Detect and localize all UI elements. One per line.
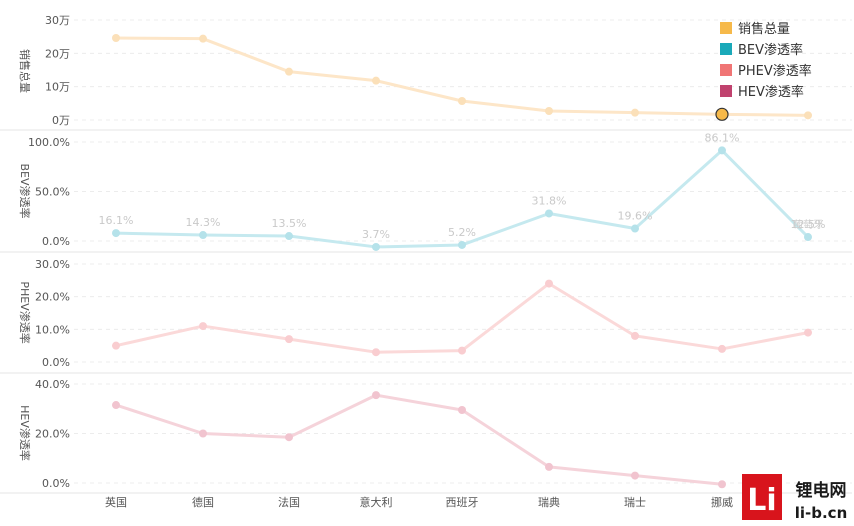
y-tick-label: 30.0% — [35, 258, 70, 271]
x-tick-label: 西班牙 — [446, 496, 479, 509]
data-point[interactable] — [372, 348, 380, 357]
watermark-logo-box — [742, 474, 782, 520]
legend-swatch — [720, 22, 732, 34]
data-point[interactable] — [112, 34, 120, 42]
data-label: 16.1% — [99, 214, 134, 227]
y-tick-label: 100.0% — [28, 136, 70, 149]
data-point[interactable] — [631, 331, 639, 340]
chart-panels: 30万 20万 10万 0万 销售总量 100.0% 50.0% 0.0% BEV渗透率 16.1… — [0, 14, 852, 494]
y-tick-label: 20.0% — [35, 291, 70, 304]
data-point[interactable] — [631, 224, 639, 233]
data-point[interactable] — [285, 335, 293, 344]
data-point[interactable] — [112, 341, 120, 350]
watermark-logo: Li 锂电网 li-b.cn — [742, 474, 847, 522]
legend-swatch — [720, 85, 732, 97]
y-axis-label: BEV渗透率 — [18, 163, 32, 218]
data-point[interactable] — [285, 232, 293, 241]
watermark-name: 锂电网 — [796, 480, 847, 501]
data-point[interactable] — [545, 107, 553, 115]
data-point[interactable] — [372, 391, 380, 400]
x-tick-label: 葡萄牙 — [793, 218, 823, 231]
data-point[interactable] — [285, 67, 293, 76]
watermark-logo-text: Li — [747, 483, 776, 518]
data-point[interactable] — [804, 233, 812, 242]
data-point-highlighted[interactable] — [715, 107, 729, 121]
data-label: 12.5% — [791, 218, 826, 231]
data-point[interactable] — [285, 433, 293, 442]
data-point[interactable] — [199, 429, 207, 438]
legend[interactable]: 销售总量 BEV渗透率 PHEV渗透率 HEV渗透率 — [720, 21, 812, 100]
y-tick-label: 0万 — [52, 114, 70, 127]
y-tick-label: 30万 — [45, 14, 70, 27]
legend-label: 销售总量 — [738, 21, 790, 37]
x-tick-label: 德国 — [192, 495, 214, 509]
data-point[interactable] — [458, 240, 466, 249]
y-tick-label: 0.0% — [42, 235, 70, 248]
data-point[interactable] — [804, 328, 812, 337]
data-point[interactable] — [458, 405, 466, 414]
data-point[interactable] — [458, 97, 466, 105]
data-label: 86.1% — [705, 131, 740, 144]
data-label: 13.5% — [272, 217, 307, 230]
data-point[interactable] — [718, 480, 726, 489]
data-point[interactable] — [545, 462, 553, 471]
y-tick-label: 50.0% — [35, 186, 70, 199]
series-line-phev — [115, 282, 809, 354]
data-point[interactable] — [112, 229, 120, 238]
y-axis-label: HEV渗透率 — [18, 405, 32, 461]
y-tick-label: 0.0% — [42, 477, 70, 490]
legend-item[interactable]: 销售总量 — [720, 21, 790, 37]
legend-label: BEV渗透率 — [738, 42, 803, 58]
x-tick-label: 英国 — [105, 495, 127, 509]
data-point[interactable] — [199, 34, 207, 43]
legend-label: HEV渗透率 — [738, 84, 804, 100]
legend-swatch — [720, 64, 732, 76]
panel-phev: 30.0% 20.0% 10.0% 0.0% PHEV渗透率 — [0, 258, 852, 374]
y-tick-label: 20万 — [45, 47, 70, 60]
y-tick-label: 0.0% — [42, 356, 70, 369]
data-point[interactable] — [372, 76, 380, 85]
legend-item[interactable]: HEV渗透率 — [720, 84, 804, 100]
y-tick-label: 20.0% — [35, 428, 70, 441]
data-point[interactable] — [718, 344, 726, 353]
y-axis-label: 销售总量 — [18, 49, 32, 93]
x-tick-label: 瑞典 — [538, 495, 560, 509]
series-line-hev — [115, 393, 723, 486]
x-tick-label: 意大利 — [360, 495, 393, 509]
legend-label: PHEV渗透率 — [738, 63, 812, 79]
legend-item[interactable]: PHEV渗透率 — [720, 63, 812, 79]
data-point[interactable] — [458, 346, 466, 355]
y-tick-label: 40.0% — [35, 378, 70, 391]
y-tick-label: 10.0% — [35, 323, 70, 336]
legend-item[interactable]: BEV渗透率 — [720, 42, 803, 58]
data-label: 19.6% — [618, 210, 653, 223]
panel-hev: 40.0% 20.0% 0.0% HEV渗透率 — [0, 378, 852, 494]
x-tick-label: 瑞士 — [624, 495, 646, 509]
y-tick-label: 10万 — [45, 81, 70, 94]
data-point[interactable] — [372, 242, 380, 251]
data-point[interactable] — [199, 231, 207, 240]
y-axis-label: PHEV渗透率 — [18, 281, 32, 343]
panel-bev: 100.0% 50.0% 0.0% BEV渗透率 16.1% 14.3% 13.5% 3.7%… — [0, 131, 852, 253]
data-label: 14.3% — [186, 216, 221, 229]
x-tick-label: 挪威 — [711, 495, 733, 509]
legend-swatch — [720, 43, 732, 55]
watermark-domain: li-b.cn — [795, 504, 848, 522]
data-point[interactable] — [112, 401, 120, 410]
data-label: 31.8% — [532, 194, 567, 207]
data-label: 5.2% — [448, 226, 476, 239]
data-point[interactable] — [545, 279, 553, 288]
data-point[interactable] — [631, 471, 639, 480]
data-point[interactable] — [545, 209, 553, 218]
x-tick-label: 法国 — [278, 495, 300, 509]
data-point[interactable] — [631, 108, 639, 117]
data-label: 3.7% — [362, 228, 390, 241]
data-point[interactable] — [199, 322, 207, 331]
x-axis: 英国 德国 法国 意大利 西班牙 瑞典 瑞士 挪威 葡萄牙 — [105, 218, 823, 509]
data-point[interactable] — [718, 146, 726, 155]
data-point[interactable] — [804, 111, 812, 120]
